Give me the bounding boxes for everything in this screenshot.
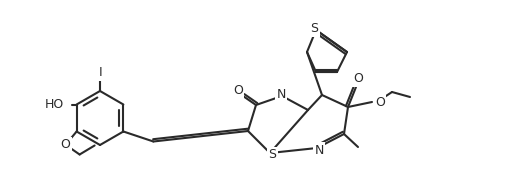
Text: I: I <box>99 66 103 79</box>
Text: O: O <box>353 73 363 86</box>
Text: N: N <box>276 88 286 101</box>
Text: HO: HO <box>45 98 64 111</box>
Text: N: N <box>314 143 324 157</box>
Text: S: S <box>268 149 276 162</box>
Text: O: O <box>233 85 243 97</box>
Text: S: S <box>310 22 318 36</box>
Text: O: O <box>375 96 385 108</box>
Text: O: O <box>61 138 70 151</box>
